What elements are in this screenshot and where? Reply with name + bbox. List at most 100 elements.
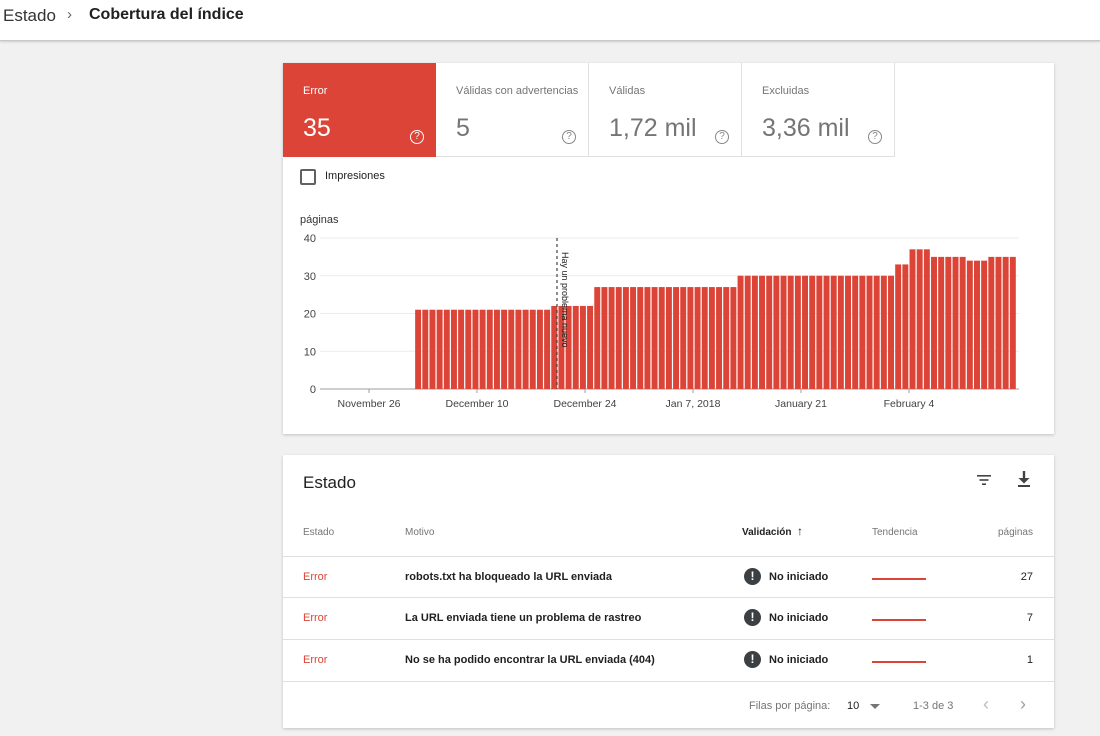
chart-bar: [988, 256, 995, 389]
row-motivo: No se ha podido encontrar la URL enviada…: [405, 654, 655, 666]
top-bar: Estado › Cobertura del índice: [0, 0, 1100, 41]
tile-excluded[interactable]: Excluidas 3,36 mil ?: [742, 63, 895, 157]
filter-icon[interactable]: [976, 472, 992, 488]
help-icon[interactable]: ?: [562, 130, 576, 144]
dropdown-caret-icon[interactable]: [870, 704, 880, 709]
row-paginas: 1: [1026, 654, 1033, 666]
y-tick-label: 20: [304, 309, 316, 321]
chart-y-axis-label: páginas: [300, 214, 339, 226]
chart-bar: [751, 275, 758, 389]
y-tick-label: 0: [310, 384, 316, 396]
chart-bar: [981, 260, 988, 389]
chart-bar: [880, 275, 887, 389]
chart-bar: [931, 256, 937, 389]
row-validacion: No iniciado: [769, 654, 829, 666]
impressions-checkbox[interactable]: [300, 169, 316, 185]
row-validacion: No iniciado: [769, 571, 829, 583]
trend-sparkline: [872, 578, 926, 580]
download-icon[interactable]: [1017, 470, 1031, 488]
chart-bar: [515, 309, 522, 389]
row-estado: Error: [303, 612, 328, 624]
table-row[interactable]: Error No se ha podido encontrar la URL e…: [283, 639, 1054, 680]
chart-bar: [429, 309, 436, 389]
help-icon[interactable]: ?: [410, 130, 424, 144]
chart-bar: [716, 287, 723, 389]
chart-bar: [594, 287, 601, 389]
x-tick-label: Jan 7, 2018: [666, 398, 721, 410]
row-motivo: robots.txt ha bloqueado la URL enviada: [405, 571, 612, 583]
tile-excluded-value: 3,36 mil: [762, 114, 850, 142]
x-tick-label: December 10: [445, 398, 508, 410]
chart-bar: [766, 275, 773, 389]
chart-bar: [759, 275, 766, 389]
chart-bar: [458, 309, 465, 389]
tile-warnings[interactable]: Válidas con advertencias 5 ?: [436, 63, 589, 157]
chart-bar: [608, 287, 615, 389]
help-icon[interactable]: ?: [715, 130, 729, 144]
header-estado[interactable]: Estado: [303, 527, 335, 538]
chart-bar: [708, 287, 715, 389]
chart-bar: [737, 275, 744, 389]
chart-bar: [995, 256, 1002, 389]
chart-bar: [852, 275, 859, 389]
page-title: Cobertura del índice: [89, 6, 244, 23]
warning-icon: !: [744, 568, 761, 585]
row-estado: Error: [303, 571, 328, 583]
chart-bar: [493, 309, 500, 389]
chart-bar: [773, 275, 780, 389]
chart-bar: [486, 309, 493, 389]
header-tendencia[interactable]: Tendencia: [872, 527, 918, 538]
chart-bar: [579, 305, 586, 389]
chart-bar: [923, 249, 930, 389]
table-row[interactable]: Error La URL enviada tiene un problema d…: [283, 597, 1054, 638]
chart-bar: [522, 309, 529, 389]
chart-bar: [902, 264, 909, 389]
chart-bar: [938, 256, 945, 389]
y-tick-label: 40: [304, 233, 316, 245]
chart-bar: [637, 287, 644, 389]
chart-bar: [536, 309, 543, 389]
chart-bar: [558, 305, 565, 389]
chart-bar: [551, 305, 558, 389]
chart-bar: [680, 287, 687, 389]
previous-page-button[interactable]: ‹: [983, 694, 989, 714]
chart-bar: [658, 287, 665, 389]
annotation-label: Hay un problema nuevo: [560, 252, 570, 348]
tile-valid[interactable]: Válidas 1,72 mil ?: [589, 63, 742, 157]
rows-per-page-select[interactable]: 10: [847, 700, 860, 712]
chart-bar: [859, 275, 866, 389]
chart-bar: [830, 275, 837, 389]
chart-bar: [909, 249, 916, 389]
sort-arrow-icon[interactable]: ↑: [797, 524, 803, 538]
chart-bar: [945, 256, 952, 389]
rows-per-page-label: Filas por página:: [749, 700, 831, 712]
chart-bar: [479, 309, 486, 389]
row-paginas: 27: [1020, 571, 1033, 583]
breadcrumb-root[interactable]: Estado: [3, 6, 56, 25]
table-row[interactable]: Error robots.txt ha bloqueado la URL env…: [283, 556, 1054, 597]
chart-bar: [730, 287, 737, 389]
chart-bar: [787, 275, 794, 389]
header-motivo[interactable]: Motivo: [405, 527, 435, 538]
row-paginas: 7: [1026, 612, 1033, 624]
header-validacion[interactable]: Validación: [742, 527, 792, 538]
tile-error[interactable]: Error 35 ?: [283, 63, 436, 157]
chart-bar: [529, 309, 536, 389]
next-page-button[interactable]: ›: [1020, 694, 1026, 714]
chart-bar: [415, 309, 422, 389]
status-table-card: Estado Estado Motivo Validación ↑ Tenden…: [283, 455, 1054, 728]
chart-bar: [544, 309, 551, 389]
chart-bar: [701, 287, 708, 389]
chart-bar: [823, 275, 830, 389]
trend-sparkline: [872, 661, 926, 663]
chart-bar: [723, 287, 730, 389]
chart-bar: [673, 287, 680, 389]
x-tick-label: December 24: [553, 398, 616, 410]
chart-bar: [959, 256, 966, 389]
chart-bar: [780, 275, 787, 389]
help-icon[interactable]: ?: [868, 130, 882, 144]
table-pagination: Filas por página: 10 1-3 de 3 ‹ ›: [283, 681, 1054, 728]
chart-bar: [651, 287, 658, 389]
header-paginas[interactable]: páginas: [997, 527, 1033, 538]
chart-bar: [888, 275, 894, 389]
